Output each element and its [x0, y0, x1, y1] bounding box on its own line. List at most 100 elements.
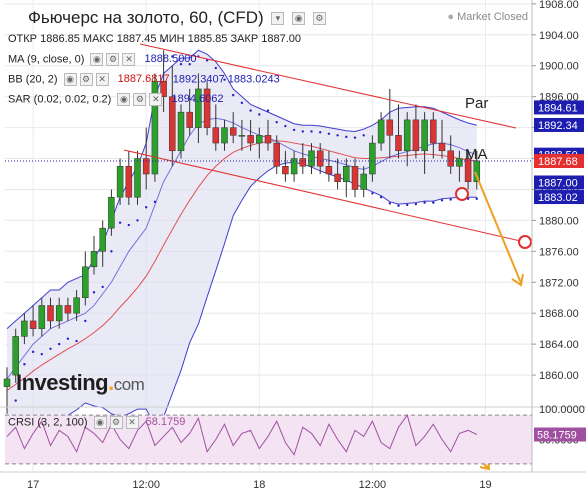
visibility-icon[interactable]: ◉	[93, 416, 107, 429]
price-tick-label: 1900.00	[539, 61, 579, 73]
candle	[29, 305, 37, 337]
gear-icon[interactable]: ⚙	[109, 416, 123, 429]
candle	[290, 150, 298, 182]
sar-dot	[240, 101, 244, 105]
candle	[438, 119, 446, 159]
sar-dot	[58, 342, 61, 346]
sar-dot	[49, 347, 52, 350]
candle	[395, 104, 402, 159]
price-tick-label: 1860.00	[539, 370, 579, 382]
candle	[47, 297, 54, 329]
gear-icon[interactable]: ⚙	[106, 53, 120, 66]
close-icon[interactable]: ✕	[95, 73, 109, 86]
sar-dot	[118, 221, 122, 224]
sar-dot	[232, 93, 235, 97]
ma-annotation: MA	[465, 146, 488, 163]
chart-title: Фьючерс на золото, 60, (CFD)	[28, 8, 264, 27]
sar-legend[interactable]: SAR (0.02, 0.02, 0.2) ◉ ⚙ ✕ 1894.6062	[8, 93, 223, 106]
candle-body	[447, 150, 454, 167]
candle-body	[456, 158, 463, 167]
crsi-tag-box	[534, 427, 586, 442]
candlesticks	[3, 50, 481, 414]
visibility-icon[interactable]: ◉	[63, 73, 77, 86]
time-tick-label: 12:00	[359, 479, 387, 491]
crsi-line	[6, 413, 478, 456]
candle-body	[325, 166, 333, 175]
sar-value: 1894.6062	[171, 93, 224, 106]
candle-body	[282, 166, 289, 175]
visibility-icon[interactable]: ◉	[90, 53, 104, 66]
close-icon[interactable]: ✕	[149, 93, 163, 106]
forecast-arrowhead	[511, 273, 524, 287]
gear-icon[interactable]: ⚙	[312, 12, 326, 26]
candle	[55, 297, 63, 329]
ma-label: MA (9, close, 0)	[8, 53, 85, 66]
candle	[403, 112, 411, 167]
bb-mid-value: 1887.6817	[117, 73, 170, 86]
candle-body	[229, 127, 237, 136]
bb-lower-value: 1883.0243	[227, 73, 280, 86]
candle	[169, 65, 176, 167]
candle	[334, 158, 341, 190]
sar-dot	[345, 135, 348, 139]
sar-dot	[249, 109, 252, 112]
price-tag-label: 1887.68	[538, 156, 578, 168]
price-tag-label: 1894.61	[538, 102, 578, 114]
close-icon[interactable]: ✕	[125, 416, 139, 429]
sar-dot	[301, 130, 304, 133]
candle-body	[203, 88, 211, 128]
sar-dot	[145, 206, 148, 209]
visibility-icon[interactable]: ◉	[292, 12, 306, 26]
sar-dot	[92, 291, 96, 294]
candle-body	[264, 135, 272, 144]
visibility-icon[interactable]: ◉	[117, 93, 131, 106]
candle	[412, 104, 420, 159]
candle-body	[438, 142, 446, 152]
candle	[360, 166, 367, 198]
bb-label: BB (20, 2)	[8, 73, 58, 86]
candle-body	[421, 119, 428, 152]
sar-dot	[353, 136, 357, 139]
low-value: 1885.85	[187, 33, 228, 45]
candle-body	[108, 196, 115, 229]
gear-icon[interactable]: ⚙	[79, 73, 93, 86]
gear-icon[interactable]: ⚙	[133, 93, 147, 106]
price-tick-label: 1876.00	[539, 246, 579, 258]
trend-channel	[123, 43, 532, 471]
sar-dot	[127, 223, 130, 227]
time-tick-label: 18	[253, 479, 265, 491]
candle-body	[169, 96, 176, 152]
candle-body	[142, 158, 150, 175]
parabolic-sar	[5, 39, 478, 431]
collapse-icon[interactable]: ▾	[271, 12, 285, 26]
candle	[351, 158, 359, 198]
candle-body	[21, 320, 28, 337]
sar-dot	[110, 250, 113, 253]
candle	[386, 88, 394, 159]
candle-body	[160, 80, 167, 97]
candle	[430, 112, 437, 159]
candle-body	[73, 297, 80, 314]
ma-legend[interactable]: MA (9, close, 0) ◉ ⚙ ✕ 1888.5000	[8, 53, 197, 66]
candle-body	[238, 135, 246, 137]
candle-body	[29, 320, 37, 329]
time-axis: 17 12:00 18 12:00 19	[27, 479, 492, 491]
candle	[12, 328, 19, 383]
sar-dot	[101, 285, 104, 289]
close-icon[interactable]: ✕	[122, 53, 136, 66]
sar-label: SAR (0.02, 0.02, 0.2)	[8, 93, 112, 106]
candle	[21, 313, 28, 345]
sar-dot	[319, 131, 322, 134]
bb-legend[interactable]: BB (20, 2) ◉ ⚙ ✕ 1887.6817 1892.3407 1883.…	[8, 73, 280, 86]
crsi-legend[interactable]: CRSI (3, 2, 100) ◉ ⚙ ✕ 58.1759	[8, 416, 185, 429]
par-annotation: Par	[465, 95, 489, 112]
price-tick-label: 1904.00	[539, 30, 579, 42]
candle	[142, 127, 150, 190]
price-tag-box	[534, 154, 584, 169]
sar-dot	[153, 200, 157, 204]
sar-dot	[179, 62, 183, 66]
sar-dot	[162, 39, 165, 43]
candle-body	[308, 150, 315, 167]
sar-dot	[23, 363, 26, 366]
